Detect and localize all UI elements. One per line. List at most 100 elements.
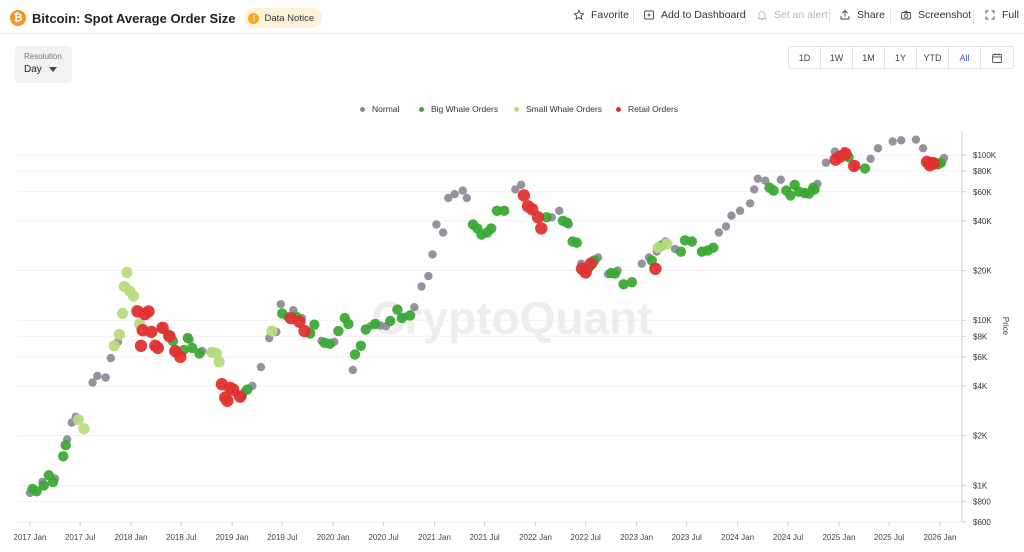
data-point <box>848 159 861 173</box>
x-axis: 2017 Jan 2017 Jul 2018 Jan 2018 Jul 2019 Jan… <box>14 522 956 542</box>
data-point <box>768 185 779 196</box>
data-point <box>221 394 234 407</box>
resolution-value: Day <box>24 64 42 75</box>
chart-legend: Normal Big Whale Orders Small Whale Orde… <box>0 104 1024 116</box>
range-button-ytd[interactable]: YTD <box>917 47 949 68</box>
data-point <box>182 332 193 344</box>
range-button-all[interactable]: All <box>949 47 981 68</box>
data-point <box>142 305 155 318</box>
x-tick-label: 2020 Jan <box>317 533 350 542</box>
data-point <box>776 175 785 184</box>
data-point <box>174 350 187 364</box>
data-point <box>396 312 407 324</box>
legend-dot <box>514 106 519 112</box>
legend-item-retail[interactable]: Retail Orders <box>616 104 678 114</box>
legend-item-big-whale[interactable]: Big Whale Orders <box>419 104 498 114</box>
x-tick-label: 2025 Jan <box>822 533 855 542</box>
y-tick-label: $20K <box>973 267 992 276</box>
data-point <box>151 341 165 355</box>
data-point <box>78 423 90 435</box>
data-point <box>897 136 906 145</box>
data-point <box>187 342 198 354</box>
data-point <box>298 324 311 338</box>
legend-item-normal[interactable]: Normal <box>360 104 399 114</box>
data-point <box>293 315 306 328</box>
data-point <box>194 348 205 359</box>
range-button-1y[interactable]: 1Y <box>885 47 917 68</box>
data-point <box>163 330 176 343</box>
legend-dot <box>419 106 424 112</box>
x-tick-label: 2021 Jan <box>418 533 451 542</box>
data-point <box>541 212 552 223</box>
screenshot-button[interactable]: Screenshot <box>900 9 971 21</box>
y-axis-title: Price <box>1001 317 1010 336</box>
data-point <box>686 236 698 247</box>
x-tick-label: 2017 Jan <box>14 533 47 542</box>
data-point <box>276 300 285 309</box>
y-tick-label: $2K <box>973 432 988 441</box>
add-to-dashboard-label: Add to Dashboard <box>661 9 746 21</box>
data-point <box>531 211 545 224</box>
data-point <box>47 476 59 488</box>
data-point <box>571 237 582 248</box>
data-point <box>106 353 116 363</box>
data-point <box>266 325 278 337</box>
data-point <box>392 304 403 315</box>
x-tick-label: 2022 Jul <box>571 533 601 542</box>
x-tick-label: 2025 Jul <box>874 533 904 542</box>
y-tick-label: $100K <box>973 151 997 160</box>
data-notice-badge[interactable]: ! Data Notice <box>244 8 323 28</box>
data-point <box>911 135 921 144</box>
data-point <box>417 282 426 291</box>
data-point <box>785 190 796 201</box>
calendar-icon <box>992 53 1002 63</box>
set-alert-button[interactable]: Set an alert <box>756 9 828 21</box>
x-tick-label: 2021 Jul <box>469 533 499 542</box>
favorite-button[interactable]: Favorite <box>573 9 629 21</box>
data-point <box>438 228 448 237</box>
data-point <box>31 486 42 497</box>
data-point <box>233 390 247 403</box>
full-label: Full <box>1002 9 1019 21</box>
title-group: ₿ Bitcoin: Spot Average Order Size ! Dat… <box>10 8 323 28</box>
y-tick-label: $40K <box>973 217 992 226</box>
data-point <box>277 308 288 319</box>
x-tick-label: 2017 Jul <box>65 533 95 542</box>
calendar-button[interactable] <box>981 47 1013 68</box>
resolution-select[interactable]: Resolution Day <box>15 46 72 83</box>
legend-dot <box>616 106 621 112</box>
data-point <box>458 186 467 195</box>
data-point <box>349 349 361 360</box>
data-point <box>491 205 503 216</box>
legend-label: Normal <box>372 104 400 114</box>
data-point <box>348 365 357 375</box>
legend-item-small-whale[interactable]: Small Whale Orders <box>514 104 602 114</box>
data-point <box>888 137 897 146</box>
add-to-dashboard-button[interactable]: Add to Dashboard <box>643 9 746 21</box>
data-point <box>38 480 49 491</box>
share-button[interactable]: Share <box>839 9 885 21</box>
range-button-1m[interactable]: 1M <box>853 47 885 68</box>
data-point <box>385 315 396 327</box>
y-tick-label: $80K <box>973 167 992 176</box>
full-button[interactable]: Full <box>984 9 1019 21</box>
share-icon <box>840 10 850 20</box>
series-small-whale <box>72 238 673 435</box>
range-button-1w[interactable]: 1W <box>821 47 853 68</box>
range-button-1d[interactable]: 1D <box>789 47 821 68</box>
data-point <box>708 242 719 253</box>
data-point <box>584 257 598 270</box>
y-axis: $600 $800 $1K $2K $4K $6K $8K $10K $20K $40K $60K $… <box>962 151 997 527</box>
data-point <box>256 362 266 372</box>
data-point <box>93 371 102 381</box>
data-point <box>721 222 731 231</box>
data-point <box>626 277 638 288</box>
fullscreen-icon <box>985 10 995 20</box>
data-point <box>486 223 497 234</box>
data-point <box>735 206 745 215</box>
toolbar-divider <box>829 9 830 25</box>
data-point <box>714 228 723 237</box>
legend-dot <box>360 106 365 112</box>
data-point <box>675 246 687 257</box>
